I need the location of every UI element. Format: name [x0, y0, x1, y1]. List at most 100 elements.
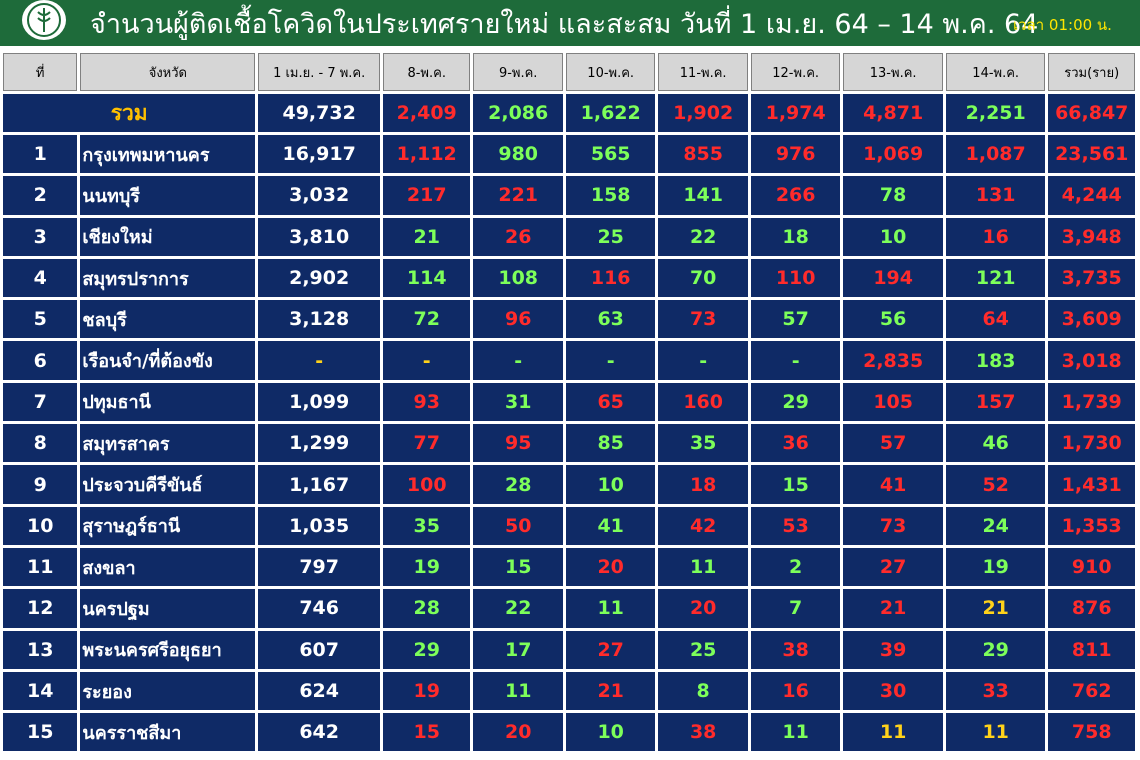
table-cell: 131 — [945, 176, 1046, 215]
table-cell: 15 — [382, 713, 471, 752]
table-cell: 108 — [473, 258, 563, 298]
table-cell: 18 — [658, 465, 748, 504]
table-cell: 10 — [565, 713, 656, 752]
table-cell: 3,032 — [258, 176, 380, 215]
province-name: ประจวบคีรีขันธ์ — [80, 465, 256, 504]
table-cell: 42 — [658, 506, 748, 545]
table-cell: 762 — [1048, 671, 1135, 711]
table-cell: 21 — [843, 589, 943, 628]
table-row: 12 นครปฐม 746 28 22 11 20 7 21 21 876 — [3, 589, 1135, 628]
table-cell: 217 — [382, 176, 471, 215]
row-number: 7 — [3, 382, 78, 422]
table-cell: 1,730 — [1048, 424, 1135, 463]
table-row: 15 นครราชสีมา 642 15 20 10 38 11 11 11 758 — [3, 713, 1135, 752]
table-cell: 2,251 — [945, 94, 1046, 132]
table-row: 14 ระยอง 624 19 11 21 8 16 30 33 762 — [3, 671, 1135, 711]
total-label: รวม — [3, 94, 256, 132]
table-cell: 49,732 — [258, 94, 380, 132]
table-cell: 70 — [658, 258, 748, 298]
table-cell: 1,035 — [258, 506, 380, 545]
table-cell: 53 — [750, 506, 841, 545]
table-cell: 36 — [750, 424, 841, 463]
table-cell: 2,835 — [843, 341, 943, 380]
province-name: กรุงเทพมหานคร — [80, 135, 256, 174]
row-number: 15 — [3, 713, 78, 752]
table-cell: 46 — [945, 424, 1046, 463]
table-row: 1 กรุงเทพมหานคร 16,917 1,112 980 565 855 976 1,0… — [3, 135, 1135, 174]
table-row: 8 สมุทรสาคร 1,299 77 95 85 35 36 57 46 1,730 — [3, 424, 1135, 463]
table-cell: 78 — [843, 176, 943, 215]
province-name: เรือนจำ/ที่ต้องขัง — [80, 341, 256, 380]
table-cell: 96 — [473, 300, 563, 339]
row-number: 1 — [3, 135, 78, 174]
table-row: 4 สมุทรปราการ 2,902 114 108 116 70 110 194 121 3,7… — [3, 258, 1135, 298]
table-cell: 158 — [565, 176, 656, 215]
table-cell: 73 — [658, 300, 748, 339]
table-cell: 607 — [258, 630, 380, 669]
province-name: พระนครศรีอยุธยา — [80, 630, 256, 669]
row-number: 13 — [3, 630, 78, 669]
table-cell: 19 — [945, 547, 1046, 587]
row-number: 5 — [3, 300, 78, 339]
row-number: 4 — [3, 258, 78, 298]
covid-cases-table: ที่ จังหวัด 1 เม.ย. - 7 พ.ค. 8-พ.ค. 9-พ.… — [0, 50, 1138, 755]
table-cell: 11 — [750, 713, 841, 752]
table-cell: 121 — [945, 258, 1046, 298]
table-cell: 3,810 — [258, 217, 380, 256]
table-cell: - — [473, 341, 563, 380]
table-cell: 3,735 — [1048, 258, 1135, 298]
table-cell: 114 — [382, 258, 471, 298]
table-cell: 4,871 — [843, 94, 943, 132]
table-cell: 10 — [565, 465, 656, 504]
table-cell: 64 — [945, 300, 1046, 339]
table-row: 2 นนทบุรี 3,032 217 221 158 141 266 78 131 4,244 — [3, 176, 1135, 215]
table-cell: 38 — [658, 713, 748, 752]
table-cell: 2 — [750, 547, 841, 587]
col-header-province: จังหวัด — [80, 53, 256, 91]
province-name: นครปฐม — [80, 589, 256, 628]
table-header-row: ที่ จังหวัด 1 เม.ย. - 7 พ.ค. 8-พ.ค. 9-พ.… — [3, 53, 1135, 91]
row-number: 14 — [3, 671, 78, 711]
table-cell: 17 — [473, 630, 563, 669]
table-cell: 56 — [843, 300, 943, 339]
table-cell: 20 — [473, 713, 563, 752]
table-cell: 26 — [473, 217, 563, 256]
table-row: 6 เรือนจำ/ที่ต้องขัง - - - - - -2,835 183 3,018 — [3, 341, 1135, 380]
table-cell: - — [750, 341, 841, 380]
table-cell: 20 — [565, 547, 656, 587]
table-cell: 85 — [565, 424, 656, 463]
table-cell: 8 — [658, 671, 748, 711]
table-cell: 855 — [658, 135, 748, 174]
table-cell: - — [565, 341, 656, 380]
page-title: จำนวนผู้ติดเชื้อโควิดในประเทศรายใหม่ และ… — [90, 9, 1039, 40]
table-cell: 11 — [843, 713, 943, 752]
table-cell: 1,112 — [382, 135, 471, 174]
update-time: เวลา 01:00 น. — [1013, 16, 1112, 34]
table-cell: 11 — [565, 589, 656, 628]
table-cell: 10 — [843, 217, 943, 256]
col-header-total: รวม(ราย) — [1048, 53, 1135, 91]
table-cell: 27 — [843, 547, 943, 587]
table-cell: 565 — [565, 135, 656, 174]
table-cell: 910 — [1048, 547, 1135, 587]
table-cell: 23,561 — [1048, 135, 1135, 174]
table-cell: 93 — [382, 382, 471, 422]
row-number: 2 — [3, 176, 78, 215]
table-cell: 22 — [473, 589, 563, 628]
table-cell: 73 — [843, 506, 943, 545]
table-cell: 72 — [382, 300, 471, 339]
table-cell: 16 — [945, 217, 1046, 256]
table-cell: 2,409 — [382, 94, 471, 132]
province-name: สุราษฎร์ธานี — [80, 506, 256, 545]
table-cell: 28 — [473, 465, 563, 504]
row-number: 11 — [3, 547, 78, 587]
table-cell: 15 — [473, 547, 563, 587]
table-cell: 18 — [750, 217, 841, 256]
table-cell: 50 — [473, 506, 563, 545]
table-cell: 11 — [658, 547, 748, 587]
table-cell: 3,018 — [1048, 341, 1135, 380]
table-cell: 21 — [565, 671, 656, 711]
table-cell: - — [258, 341, 380, 380]
table-cell: 65 — [565, 382, 656, 422]
row-number: 3 — [3, 217, 78, 256]
